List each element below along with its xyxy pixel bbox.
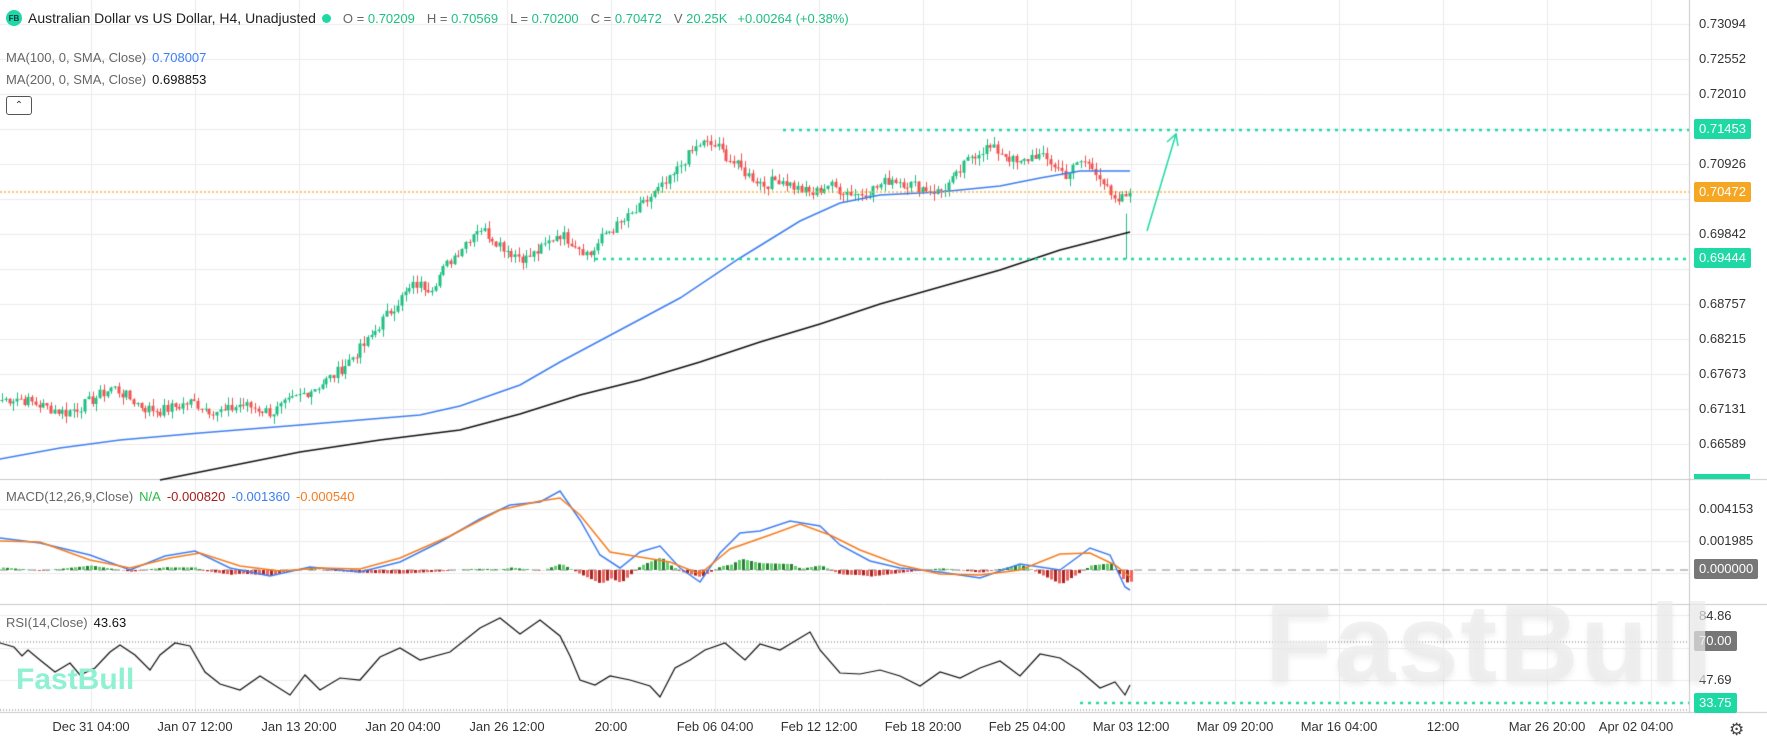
settings-gear-icon[interactable]: ⚙ [1729, 720, 1745, 739]
ma100-legend[interactable]: MA(100, 0, SMA, Close) 0.708007 [6, 50, 207, 65]
current-price-tag: 0.70472 [1694, 182, 1751, 202]
fastbull-watermark: FastBull [1265, 582, 1715, 705]
price-tick: 0.68757 [1699, 296, 1746, 311]
chevron-up-icon: ⌃ [14, 100, 24, 111]
time-tick: Mar 09 20:00 [1196, 719, 1274, 734]
price-tick: 0.69842 [1699, 226, 1746, 241]
resistance-price-tag: 0.71453 [1694, 119, 1751, 139]
price-marker [1694, 474, 1750, 479]
ohlc-close: C = 0.70472 [590, 10, 662, 26]
time-tick: Feb 12 12:00 [780, 719, 858, 734]
market-status-dot-icon [321, 13, 331, 23]
rsi-marker-tag: 33.75 [1694, 693, 1737, 713]
ohlc-low: L = 0.70200 [510, 10, 579, 26]
price-tick: 0.72552 [1699, 51, 1746, 66]
rsi-legend[interactable]: RSI(14,Close) 43.63 [6, 615, 127, 630]
time-tick: Jan 13 20:00 [261, 719, 337, 734]
time-tick: 20:00 [594, 719, 628, 734]
price-tick: 0.68215 [1699, 331, 1746, 346]
price-tick: 0.67131 [1699, 401, 1746, 416]
time-tick: Apr 02 04:00 [1598, 719, 1674, 734]
time-tick: Jan 26 12:00 [469, 719, 545, 734]
time-tick: Dec 31 04:00 [52, 719, 130, 734]
price-tick: 0.73094 [1699, 16, 1746, 31]
price-tick: 0.72010 [1699, 86, 1746, 101]
volume: V 20.25K [673, 10, 728, 26]
time-tick: Mar 16 04:00 [1300, 719, 1378, 734]
ohlc-open: O = 0.70209 [342, 10, 415, 26]
time-tick: Jan 07 12:00 [157, 719, 233, 734]
fastbull-watermark-small: FastBull [16, 663, 135, 696]
price-change: +0.00264 (+0.38%) [737, 10, 849, 26]
macd-tick: 0.004153 [1699, 501, 1754, 516]
collapse-legend-button[interactable]: ⌃ [6, 96, 32, 115]
rsi-tick: 47.69 [1699, 672, 1732, 687]
rsi-level-tag: 70.00 [1694, 631, 1737, 651]
symbol-legend: FB Australian Dollar vs US Dollar, H4, U… [6, 10, 849, 26]
time-tick: Mar 03 12:00 [1092, 719, 1170, 734]
time-tick: Feb 06 04:00 [676, 719, 754, 734]
ohlc-high: H = 0.70569 [426, 10, 499, 26]
price-tick: 0.66589 [1699, 436, 1746, 451]
macd-tick: 0.001985 [1699, 533, 1754, 548]
fastbull-logo-icon: FB [6, 10, 22, 26]
rsi-tick: 84.86 [1699, 608, 1732, 623]
time-tick: Feb 18 20:00 [884, 719, 962, 734]
symbol-title[interactable]: Australian Dollar vs US Dollar, H4, Unad… [28, 10, 316, 26]
support-price-tag: 0.69444 [1694, 248, 1751, 268]
price-tick: 0.67673 [1699, 366, 1746, 381]
macd-legend[interactable]: MACD(12,26,9,Close) N/A -0.000820 -0.001… [6, 489, 355, 504]
price-tick: 0.70926 [1699, 156, 1746, 171]
time-tick: Mar 26 20:00 [1508, 719, 1586, 734]
time-tick: Jan 20 04:00 [365, 719, 441, 734]
macd-zero-tag: 0.000000 [1694, 559, 1759, 579]
time-tick: Feb 25 04:00 [988, 719, 1066, 734]
time-tick: 12:00 [1426, 719, 1460, 734]
ma200-legend[interactable]: MA(200, 0, SMA, Close) 0.698853 [6, 72, 207, 87]
